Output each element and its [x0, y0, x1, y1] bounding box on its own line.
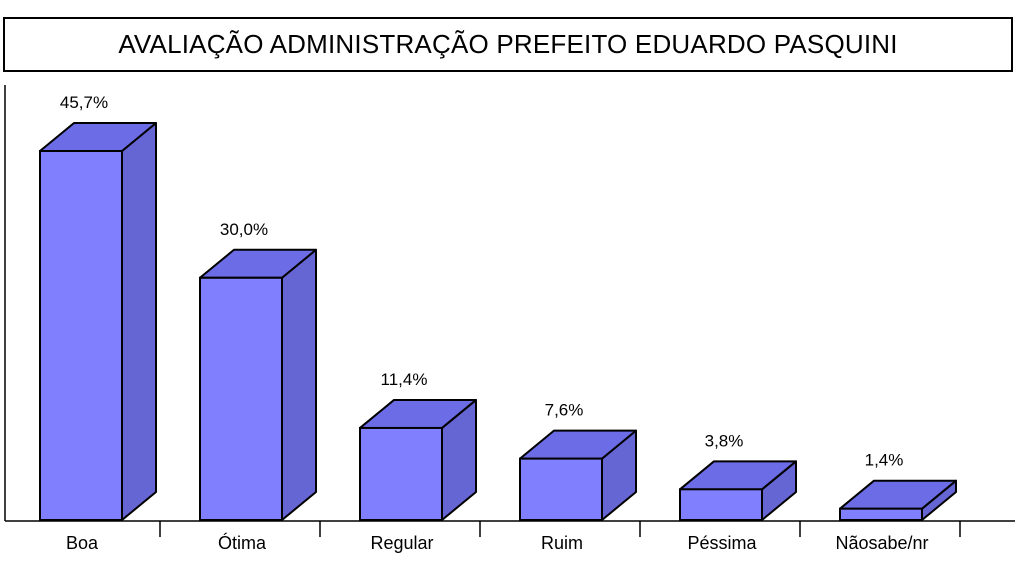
bar-front-face: [679, 488, 763, 522]
category-label: Ótima: [218, 532, 267, 553]
category-label: Boa: [66, 533, 99, 553]
value-label: 11,4%: [381, 370, 428, 389]
bar-front-face: [39, 150, 123, 521]
bar-1: [199, 248, 317, 522]
bar-front-face: [199, 276, 283, 522]
value-label: 3,8%: [705, 431, 744, 450]
category-label: Regular: [370, 533, 433, 553]
bar-0: [39, 122, 157, 521]
bar-front-face: [359, 426, 443, 522]
value-label: 45,7%: [60, 93, 108, 112]
category-label: Nãosabe/nr: [835, 533, 928, 553]
category-label: Ruim: [541, 533, 583, 553]
bar-side-face: [121, 122, 157, 521]
bar-front-face: [519, 457, 603, 522]
value-label: 30,0%: [220, 220, 268, 239]
bar-side-face: [281, 248, 317, 521]
value-label: 1,4%: [865, 451, 904, 470]
chart-title: AVALIAÇÃO ADMINISTRAÇÃO PREFEITO EDUARDO…: [3, 17, 1013, 72]
bar-front-face: [839, 507, 923, 521]
bar-2: [359, 398, 477, 522]
value-label: 7,6%: [545, 401, 584, 420]
bar-4: [679, 460, 797, 522]
bar-3: [519, 429, 637, 522]
bar-5: [839, 479, 957, 521]
category-label: Péssima: [687, 533, 757, 553]
